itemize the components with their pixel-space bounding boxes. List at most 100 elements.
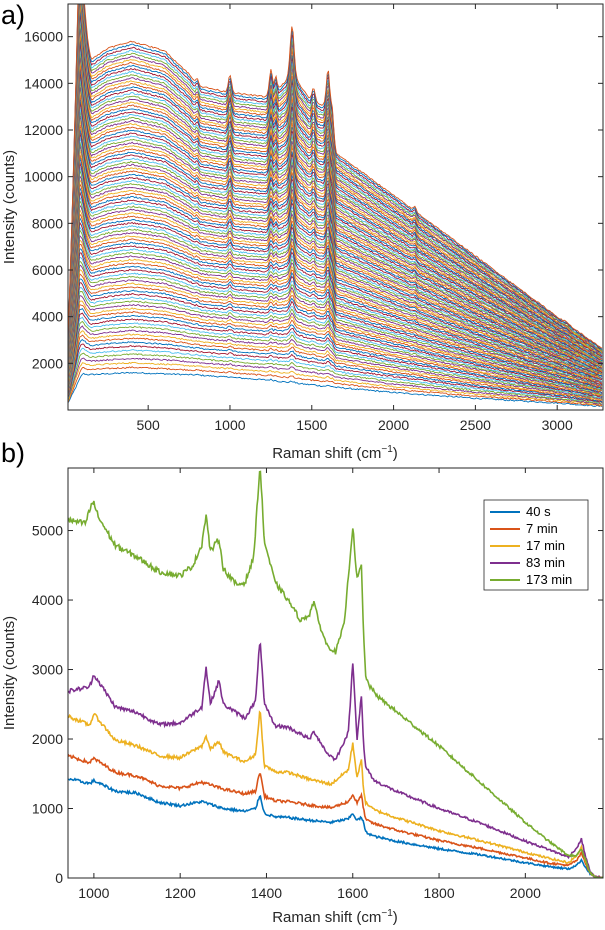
chart-a-series-line <box>68 278 603 393</box>
legend-label: 7 min <box>526 521 558 536</box>
chart-a-series-line <box>68 295 603 395</box>
chart-a-axes-box <box>67 3 604 411</box>
chart-a-x-ticks: 500 1000 1500 2000 2500 3000 <box>136 4 573 433</box>
chart-a-x-tick-label: 3000 <box>542 417 573 433</box>
chart-b-axes-box <box>67 467 604 879</box>
chart-a-series-line <box>68 361 603 406</box>
chart-a-series-line <box>68 371 603 408</box>
chart-a-y-tick-label: 2000 <box>32 355 63 371</box>
chart-a-series-line <box>68 264 603 391</box>
chart-a-series-line <box>68 212 603 384</box>
chart-a-series-line <box>68 195 603 382</box>
chart-a-y-tick-label: 10000 <box>24 169 63 185</box>
chart-a-series-line <box>68 144 603 375</box>
chart-b-x-tick-label: 1600 <box>337 885 368 901</box>
chart-a-series-line <box>68 357 603 405</box>
chart-a-x-tick-label: 500 <box>136 417 160 433</box>
chart-a-series-line <box>68 9 603 357</box>
chart-b-y-tick-label: 2000 <box>32 731 63 747</box>
chart-a-series-line <box>68 239 603 388</box>
chart-a-series-line <box>68 82 602 366</box>
chart-a-series-line <box>68 339 603 402</box>
panel-a-label: a) <box>1 0 25 30</box>
legend-label: 83 min <box>526 555 565 570</box>
chart-a-series-line <box>68 149 603 375</box>
chart-a-series-line <box>68 352 603 404</box>
chart-a-series-line <box>68 199 603 383</box>
chart-b-series-line-7-min <box>68 753 603 878</box>
chart-a-series-line <box>68 90 603 368</box>
chart-a-series-line <box>68 170 602 378</box>
chart-a-series-line <box>68 166 603 378</box>
panel-b-label: b) <box>1 438 25 468</box>
chart-a-series-line <box>68 216 603 385</box>
chart-b-y-tick-label: 5000 <box>32 523 63 539</box>
chart-b-x-tick-label: 1000 <box>78 885 109 901</box>
chart-a-series-line <box>68 248 603 389</box>
chart-a-series-line <box>68 256 603 390</box>
chart-a-y-tick-label: 6000 <box>32 262 63 278</box>
chart-a-series-line <box>68 273 603 392</box>
chart-b-y-tick-label: 0 <box>55 870 63 886</box>
chart-a-series-line <box>68 282 603 394</box>
chart-a-series-line <box>68 312 603 398</box>
chart-a-series-line <box>68 64 603 364</box>
chart-a-series-line <box>68 4 603 349</box>
chart-a-series-line <box>68 300 603 396</box>
chart-b-y-tick-label: 1000 <box>32 801 63 817</box>
chart-b-x-tick-label: 1400 <box>251 885 282 901</box>
chart-a-series-line <box>68 35 603 360</box>
chart-a-series-line <box>68 343 603 403</box>
chart-a-series-line <box>68 107 603 370</box>
chart-a-series-line <box>68 316 603 399</box>
chart-a-series-line <box>68 234 603 387</box>
chart-a-x-axis-label: Raman shift (cm−1) <box>272 444 398 462</box>
chart-a-series-line <box>68 120 603 372</box>
chart-b-x-tick-label: 2000 <box>510 885 541 901</box>
chart-a-y-axis-label: Intensity (counts) <box>1 150 18 264</box>
chart-a-series-line <box>68 291 603 395</box>
chart-a: 500 1000 1500 2000 2500 3000 2000 4000 6000 8000… <box>1 3 604 462</box>
chart-a-series-line <box>68 287 603 395</box>
chart-a-series-line <box>68 228 603 386</box>
chart-a-x-tick-label: 2500 <box>460 417 491 433</box>
chart-a-series-line <box>68 86 602 367</box>
chart-a-series-line <box>68 204 603 383</box>
chart-a-series-line <box>68 141 603 374</box>
chart-a-y-tick-label: 4000 <box>32 309 63 325</box>
chart-a-y-tick-label: 8000 <box>32 215 63 231</box>
chart-a-series-line <box>68 187 603 380</box>
chart-b-x-tick-label: 1800 <box>423 885 454 901</box>
chart-a-series-line <box>68 366 603 407</box>
chart-a-series-line <box>68 69 603 365</box>
chart-a-series-line <box>68 60 603 364</box>
chart-a-series-line <box>68 225 603 386</box>
legend-label: 173 min <box>526 572 572 587</box>
chart-b-x-tick-label: 1200 <box>165 885 196 901</box>
chart-a-y-tick-label: 12000 <box>24 122 63 138</box>
legend-label: 40 s <box>526 504 551 519</box>
chart-a-series-group <box>68 4 603 408</box>
chart-a-x-tick-label: 2000 <box>378 417 409 433</box>
chart-b-series-line-83-min <box>68 642 603 878</box>
chart-a-series-line <box>68 334 603 401</box>
chart-a-y-ticks: 2000 4000 6000 8000 10000 12000 14000 16000 <box>24 29 603 371</box>
chart-a-x-tick-label: 1000 <box>214 417 245 433</box>
chart-a-series-line <box>68 191 603 381</box>
chart-a-series-line <box>68 320 603 399</box>
chart-b-series-line-17-min <box>68 710 603 878</box>
legend-label: 17 min <box>526 538 565 553</box>
chart-a-series-line <box>68 154 603 376</box>
chart-a-series-line <box>68 221 603 386</box>
chart-a-y-tick-label: 16000 <box>24 29 63 45</box>
chart-a-series-line <box>68 182 603 380</box>
chart-b-series-line-40-s <box>68 777 603 878</box>
chart-b-y-axis-label: Intensity (counts) <box>1 616 18 730</box>
chart-b-series-group <box>68 470 603 878</box>
chart-a-series-line <box>68 260 603 391</box>
chart-a-series-line <box>68 304 603 397</box>
chart-b-y-tick-label: 3000 <box>32 662 63 678</box>
chart-a-y-tick-label: 14000 <box>24 75 63 91</box>
chart-a-series-line <box>68 307 603 398</box>
